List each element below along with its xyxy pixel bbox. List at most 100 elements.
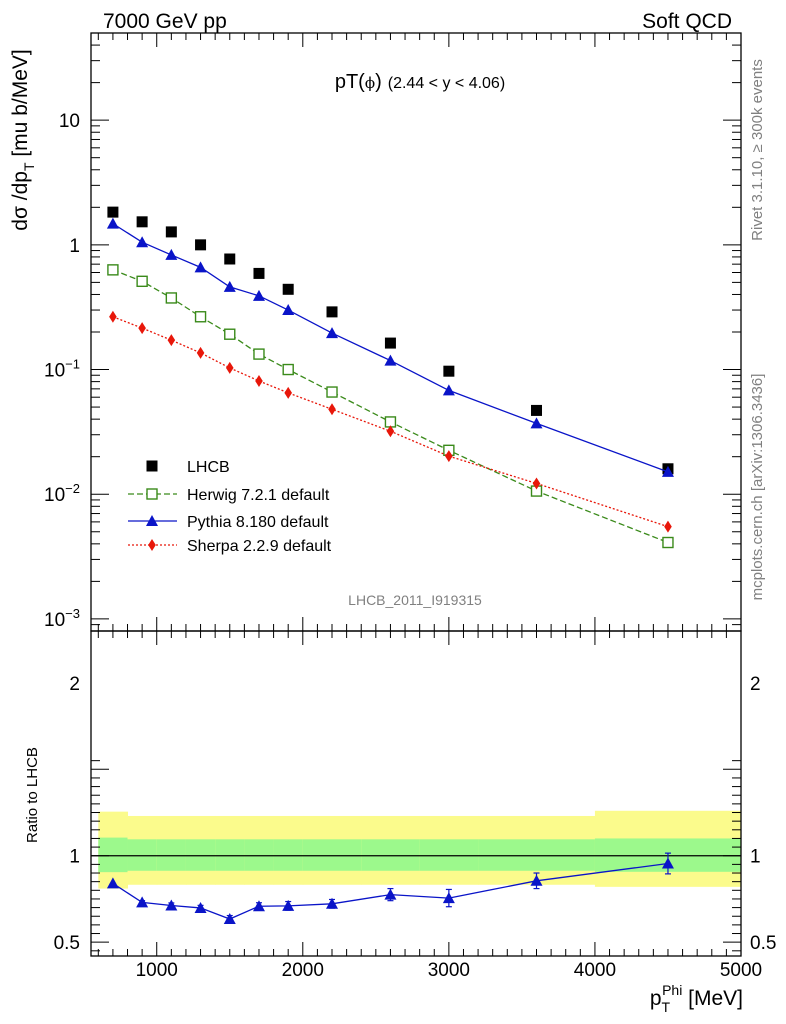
x-tick-label: 3000 — [428, 960, 470, 981]
ratio-point — [194, 901, 207, 913]
data-point — [224, 328, 236, 340]
header-left: 7000 GeV pp — [103, 10, 227, 33]
data-point — [531, 404, 543, 416]
data-point — [194, 311, 207, 323]
rivet-info: Rivet 3.1.10, ≥ 300k events — [749, 59, 766, 241]
data-point — [252, 289, 265, 301]
ratio-y-tick-labels: 2 2 1 1 0.5 0.5 — [54, 674, 777, 954]
data-point — [530, 417, 543, 429]
data-point — [224, 253, 236, 265]
ratio-point — [165, 899, 178, 911]
legend-marker — [146, 460, 158, 472]
band-inner — [185, 839, 216, 871]
data-point — [282, 283, 294, 295]
legend-label: LHCB — [187, 459, 230, 476]
band-inner — [127, 839, 158, 871]
mcplots-info: mcplots.cern.ch [arXiv:1306.3436] — [749, 374, 766, 601]
data-point — [326, 306, 338, 318]
x-tick-label: 1000 — [136, 960, 178, 981]
data-point — [194, 261, 207, 273]
data-point — [255, 374, 263, 387]
data-point — [326, 327, 339, 339]
legend-marker — [146, 515, 158, 526]
x-tick-labels: 1000 2000 3000 4000 5000 — [136, 960, 763, 981]
band-inner — [98, 837, 129, 873]
band-inner — [156, 839, 187, 871]
data-point — [664, 520, 672, 533]
y-tick-label: 10 — [59, 111, 80, 132]
y-tick-label: 10−3 — [44, 606, 80, 631]
y-tick-label: 10−1 — [44, 357, 80, 382]
ratio-y-axis-label: Ratio to LHCB — [24, 747, 41, 843]
legend-marker — [148, 539, 156, 551]
ratio-y-tick-label-right: 1 — [750, 847, 761, 868]
data-point — [384, 354, 397, 366]
legend-marker — [146, 488, 158, 500]
y-tick-label: 1 — [69, 236, 80, 257]
band-inner — [419, 839, 479, 871]
series-line — [112, 316, 669, 528]
ratio-point — [136, 896, 149, 908]
ratio-plot-frame — [90, 630, 742, 957]
x-tick-label: 2000 — [282, 960, 324, 981]
data-point — [107, 206, 119, 218]
data-point — [223, 280, 236, 292]
data-point — [225, 361, 234, 374]
data-point — [165, 248, 178, 260]
main-series — [106, 206, 674, 549]
data-point — [443, 365, 455, 377]
data-point — [662, 536, 674, 549]
main-title: pT(ϕ) (2.44 < y < 4.06) — [335, 71, 505, 93]
data-point — [284, 386, 292, 399]
data-point — [282, 363, 294, 376]
ratio-point — [252, 900, 265, 912]
band-inner — [478, 839, 596, 871]
legend: LHCB Herwig 7.2.1 default Pythia 8.180 def… — [128, 459, 332, 555]
ratio-uncertainty-bands — [98, 810, 742, 889]
ratio-point — [223, 913, 236, 925]
legend-label: Herwig 7.2.1 default — [187, 487, 330, 504]
y-tick-label: 10−2 — [44, 481, 80, 506]
data-point — [445, 450, 453, 463]
band-inner — [215, 839, 245, 871]
ratio-point — [530, 874, 543, 886]
ratio-y-tick-label-right: 2 — [750, 674, 761, 695]
data-point — [136, 275, 148, 288]
data-point — [167, 334, 176, 347]
ratio-point — [326, 897, 339, 909]
data-point — [253, 267, 265, 279]
ratio-line — [112, 862, 669, 920]
series-line — [112, 223, 669, 473]
band-inner — [302, 839, 362, 871]
legend-label: Pythia 8.180 default — [187, 514, 329, 531]
data-point — [136, 236, 149, 248]
ratio-point — [282, 899, 295, 911]
ratio-point — [661, 857, 674, 869]
x-tick-label: 4000 — [574, 960, 616, 981]
band-inner — [273, 839, 304, 871]
data-point — [532, 477, 541, 490]
analysis-watermark: LHCB_2011_I919315 — [348, 592, 482, 608]
x-tick-label: 5000 — [720, 960, 762, 981]
data-point — [165, 226, 177, 238]
data-point — [106, 217, 119, 229]
ratio-point — [106, 877, 119, 889]
data-point — [384, 337, 396, 349]
data-point — [253, 348, 265, 360]
ratio-y-tick-label: 1 — [69, 847, 80, 868]
data-point — [165, 292, 178, 304]
x-axis-label: pTPhi [MeV] — [650, 982, 743, 1015]
ratio-point — [384, 888, 397, 900]
ratio-series — [106, 852, 674, 925]
data-point — [195, 239, 207, 251]
data-point — [386, 425, 395, 438]
data-point — [326, 386, 338, 398]
legend-label: Sherpa 2.2.9 default — [187, 538, 332, 555]
data-point — [328, 403, 336, 416]
band-inner — [361, 839, 421, 871]
data-point — [282, 304, 295, 316]
data-point — [196, 346, 205, 359]
data-point — [442, 384, 455, 396]
main-y-tick-labels: 10 1 10−1 10−2 10−3 — [44, 111, 80, 631]
